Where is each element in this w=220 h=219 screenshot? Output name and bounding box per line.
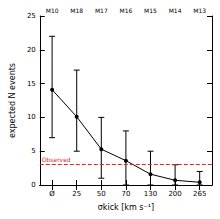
svg-text:10: 10 (27, 113, 36, 121)
svg-text:25: 25 (72, 190, 81, 198)
svg-text:M10: M10 (46, 7, 59, 14)
svg-text:Observed: Observed (42, 156, 71, 163)
svg-text:M13: M13 (193, 7, 206, 14)
svg-text:σkick [km s⁻¹]: σkick [km s⁻¹] (98, 203, 154, 212)
svg-text:200: 200 (168, 190, 181, 198)
svg-text:expected N events: expected N events (8, 63, 17, 138)
svg-text:M18: M18 (70, 7, 83, 14)
svg-text:M17: M17 (95, 7, 108, 14)
svg-text:20: 20 (27, 46, 36, 54)
svg-text:5: 5 (31, 147, 35, 155)
svg-text:M14: M14 (169, 7, 182, 14)
svg-text:130: 130 (144, 190, 157, 198)
svg-text:265: 265 (193, 190, 206, 198)
svg-text:50: 50 (97, 190, 106, 198)
svg-text:25: 25 (27, 12, 36, 20)
svg-text:M15: M15 (144, 7, 157, 14)
svg-text:0: 0 (31, 181, 35, 189)
svg-text:M16: M16 (119, 7, 132, 14)
svg-text:15: 15 (27, 80, 36, 88)
svg-text:70: 70 (121, 190, 130, 198)
svg-text:Ø: Ø (49, 190, 55, 198)
